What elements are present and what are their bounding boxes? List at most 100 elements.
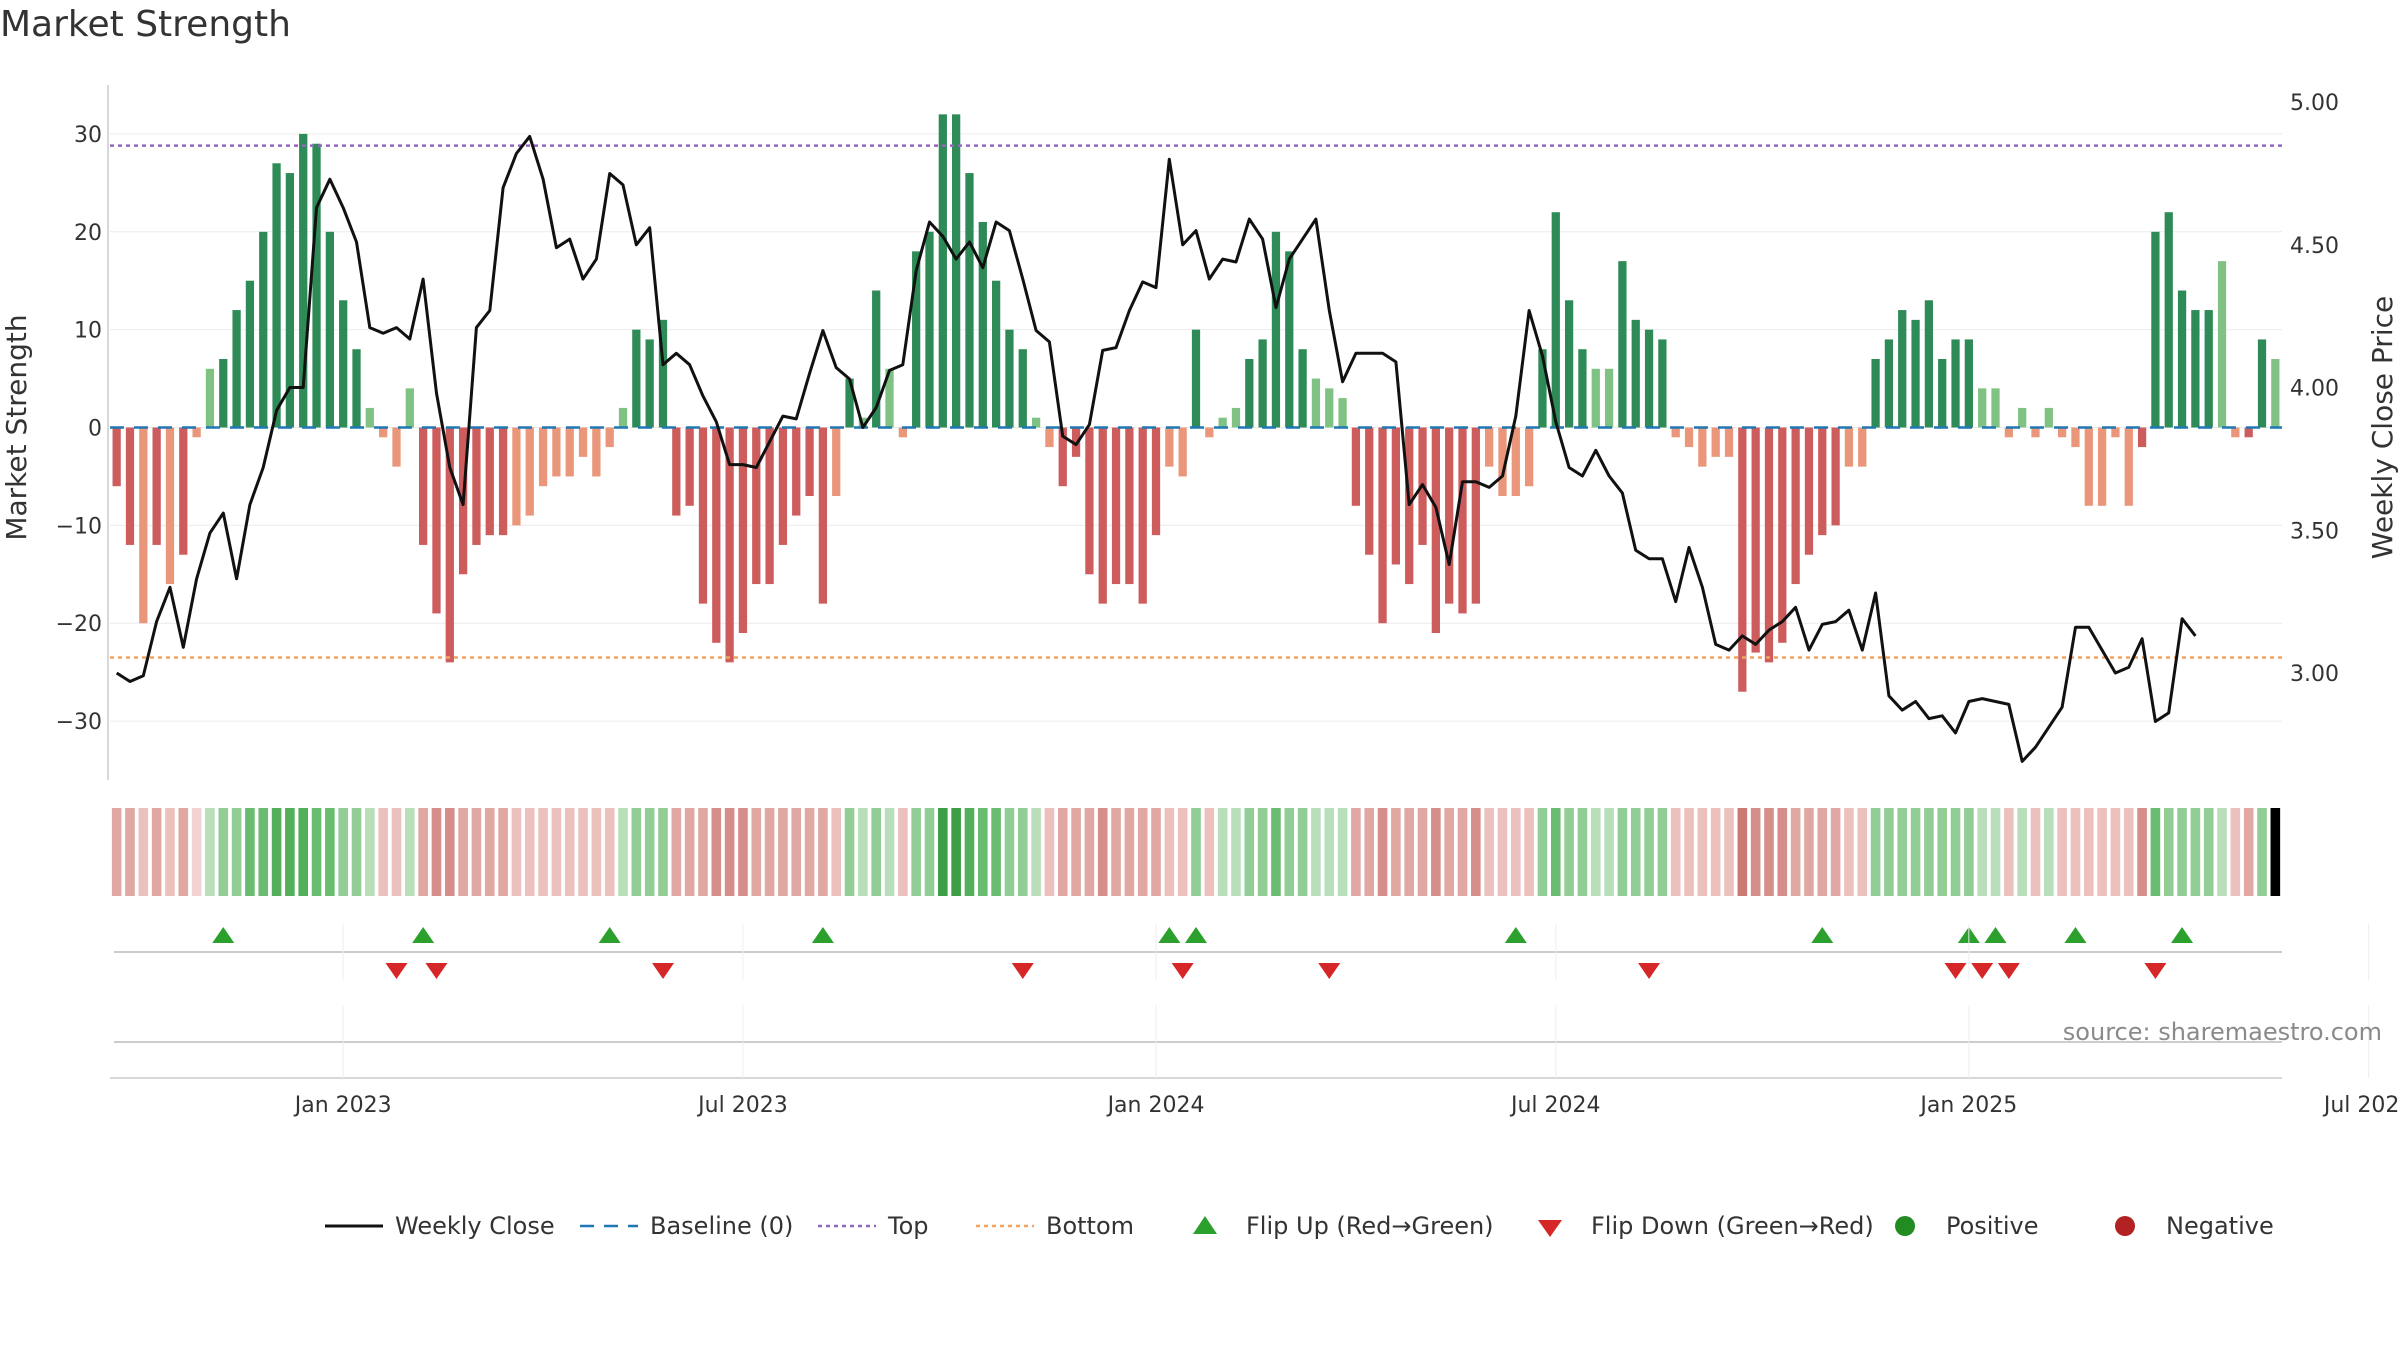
heat-cell <box>1684 808 1694 896</box>
heat-cell <box>911 808 921 896</box>
heat-cell <box>858 808 868 896</box>
heat-cell <box>2163 808 2174 896</box>
flip-up-marker <box>412 927 435 943</box>
heat-cell <box>738 808 748 896</box>
strength-bar <box>991 280 1001 428</box>
heat-cell <box>1737 808 1748 896</box>
strength-bar <box>2111 427 2120 438</box>
strength-bar <box>2137 427 2147 448</box>
heat-cell <box>458 808 468 896</box>
strength-bar <box>2244 427 2253 438</box>
heat-cell <box>1924 808 1934 896</box>
heat-cell <box>2123 808 2134 896</box>
heat-cell <box>1324 808 1335 896</box>
strength-bar <box>1205 427 1214 438</box>
heat-cell <box>924 808 935 896</box>
strength-bar <box>1298 349 1307 428</box>
heat-cell <box>1857 808 1868 896</box>
heat-cell <box>578 808 588 896</box>
flip-down-marker <box>2144 963 2167 979</box>
heat-cell <box>1750 808 1761 896</box>
flip-down-marker <box>1318 963 1341 979</box>
strength-bar <box>352 349 361 428</box>
strength-bar <box>285 173 295 428</box>
strength-heat-strip <box>111 808 2281 896</box>
heat-cell <box>125 808 135 896</box>
strength-bar <box>725 427 734 663</box>
flip-down-marker <box>1971 963 1994 979</box>
legend-label: Positive <box>1946 1212 2039 1240</box>
heat-cell <box>2057 808 2067 896</box>
heat-cell <box>2030 808 2041 896</box>
strength-bar <box>698 427 708 604</box>
strength-bar <box>1245 359 1254 428</box>
strength-bar <box>805 427 814 496</box>
strength-bar <box>1711 427 1720 457</box>
heat-cell <box>1297 808 1308 896</box>
strength-bar <box>712 427 721 643</box>
heat-cell <box>2004 808 2014 896</box>
heat-cell <box>1950 808 1961 896</box>
strength-bar <box>1218 417 1227 428</box>
flip-up-marker <box>1984 927 2007 943</box>
strength-bar <box>445 427 454 663</box>
heat-cell <box>1990 808 2001 896</box>
heat-cell <box>964 808 975 896</box>
heat-cell <box>2177 808 2187 896</box>
flip-up-marker <box>212 927 235 943</box>
y-tick-label-left: 10 <box>74 319 102 344</box>
strength-bar <box>978 222 987 428</box>
flip-up-marker <box>1185 927 1207 943</box>
heat-cell <box>1471 808 1481 896</box>
x-tick-label: Jan 2023 <box>293 1093 392 1118</box>
heat-cell <box>1764 808 1774 896</box>
strength-bar <box>1844 427 1854 467</box>
strength-bar <box>938 114 947 428</box>
heat-cell <box>1444 808 1454 896</box>
x-tick-label: Jul 2023 <box>696 1093 788 1118</box>
strength-bar <box>685 427 694 506</box>
strength-bar <box>1551 212 1560 428</box>
heat-cell <box>111 808 122 896</box>
heat-cell <box>2110 808 2121 896</box>
strength-bar <box>525 427 534 516</box>
strength-bar <box>1818 427 1827 536</box>
heat-cell <box>644 808 655 896</box>
strength-bar <box>1618 261 1627 428</box>
heat-cell <box>1431 808 1441 896</box>
strength-bar <box>472 427 481 545</box>
strength-bar <box>2164 212 2173 428</box>
strength-bar <box>2084 427 2093 506</box>
strength-bar <box>845 378 854 428</box>
heat-cell <box>271 808 282 896</box>
strength-bar <box>1125 427 1134 585</box>
heat-cell <box>2150 808 2161 896</box>
strength-bar <box>1311 378 1321 428</box>
heat-cell <box>1844 808 1854 896</box>
heat-cell <box>1151 808 1161 896</box>
strength-bar <box>259 231 268 428</box>
axes: 30 20 10 0 −10 −20 −30 5.00 4.50 4.00 3.50 3.00 Mark… <box>0 85 2399 780</box>
heat-cell <box>511 808 522 896</box>
heat-cell <box>245 808 255 896</box>
heat-cell <box>618 808 628 896</box>
heat-cell <box>191 808 202 896</box>
strength-bar <box>365 407 374 428</box>
strength-bar <box>1058 427 1067 487</box>
strength-bar <box>1964 339 1973 428</box>
strength-bar <box>1831 427 1840 526</box>
heat-cell <box>498 808 508 896</box>
strength-bar <box>1578 349 1587 428</box>
strength-bar <box>1738 427 1747 692</box>
strength-bar <box>1658 339 1667 428</box>
heat-cell <box>2070 808 2081 896</box>
heat-cell <box>1630 808 1641 896</box>
strength-bar <box>872 290 881 428</box>
heat-cell <box>484 808 495 896</box>
heat-cell <box>804 808 815 896</box>
strength-bar <box>1285 251 1294 428</box>
y-tick-label-left: −30 <box>56 710 102 735</box>
heat-cell <box>405 808 415 896</box>
strength-bar <box>485 427 494 536</box>
heat-cell <box>1977 808 1987 896</box>
